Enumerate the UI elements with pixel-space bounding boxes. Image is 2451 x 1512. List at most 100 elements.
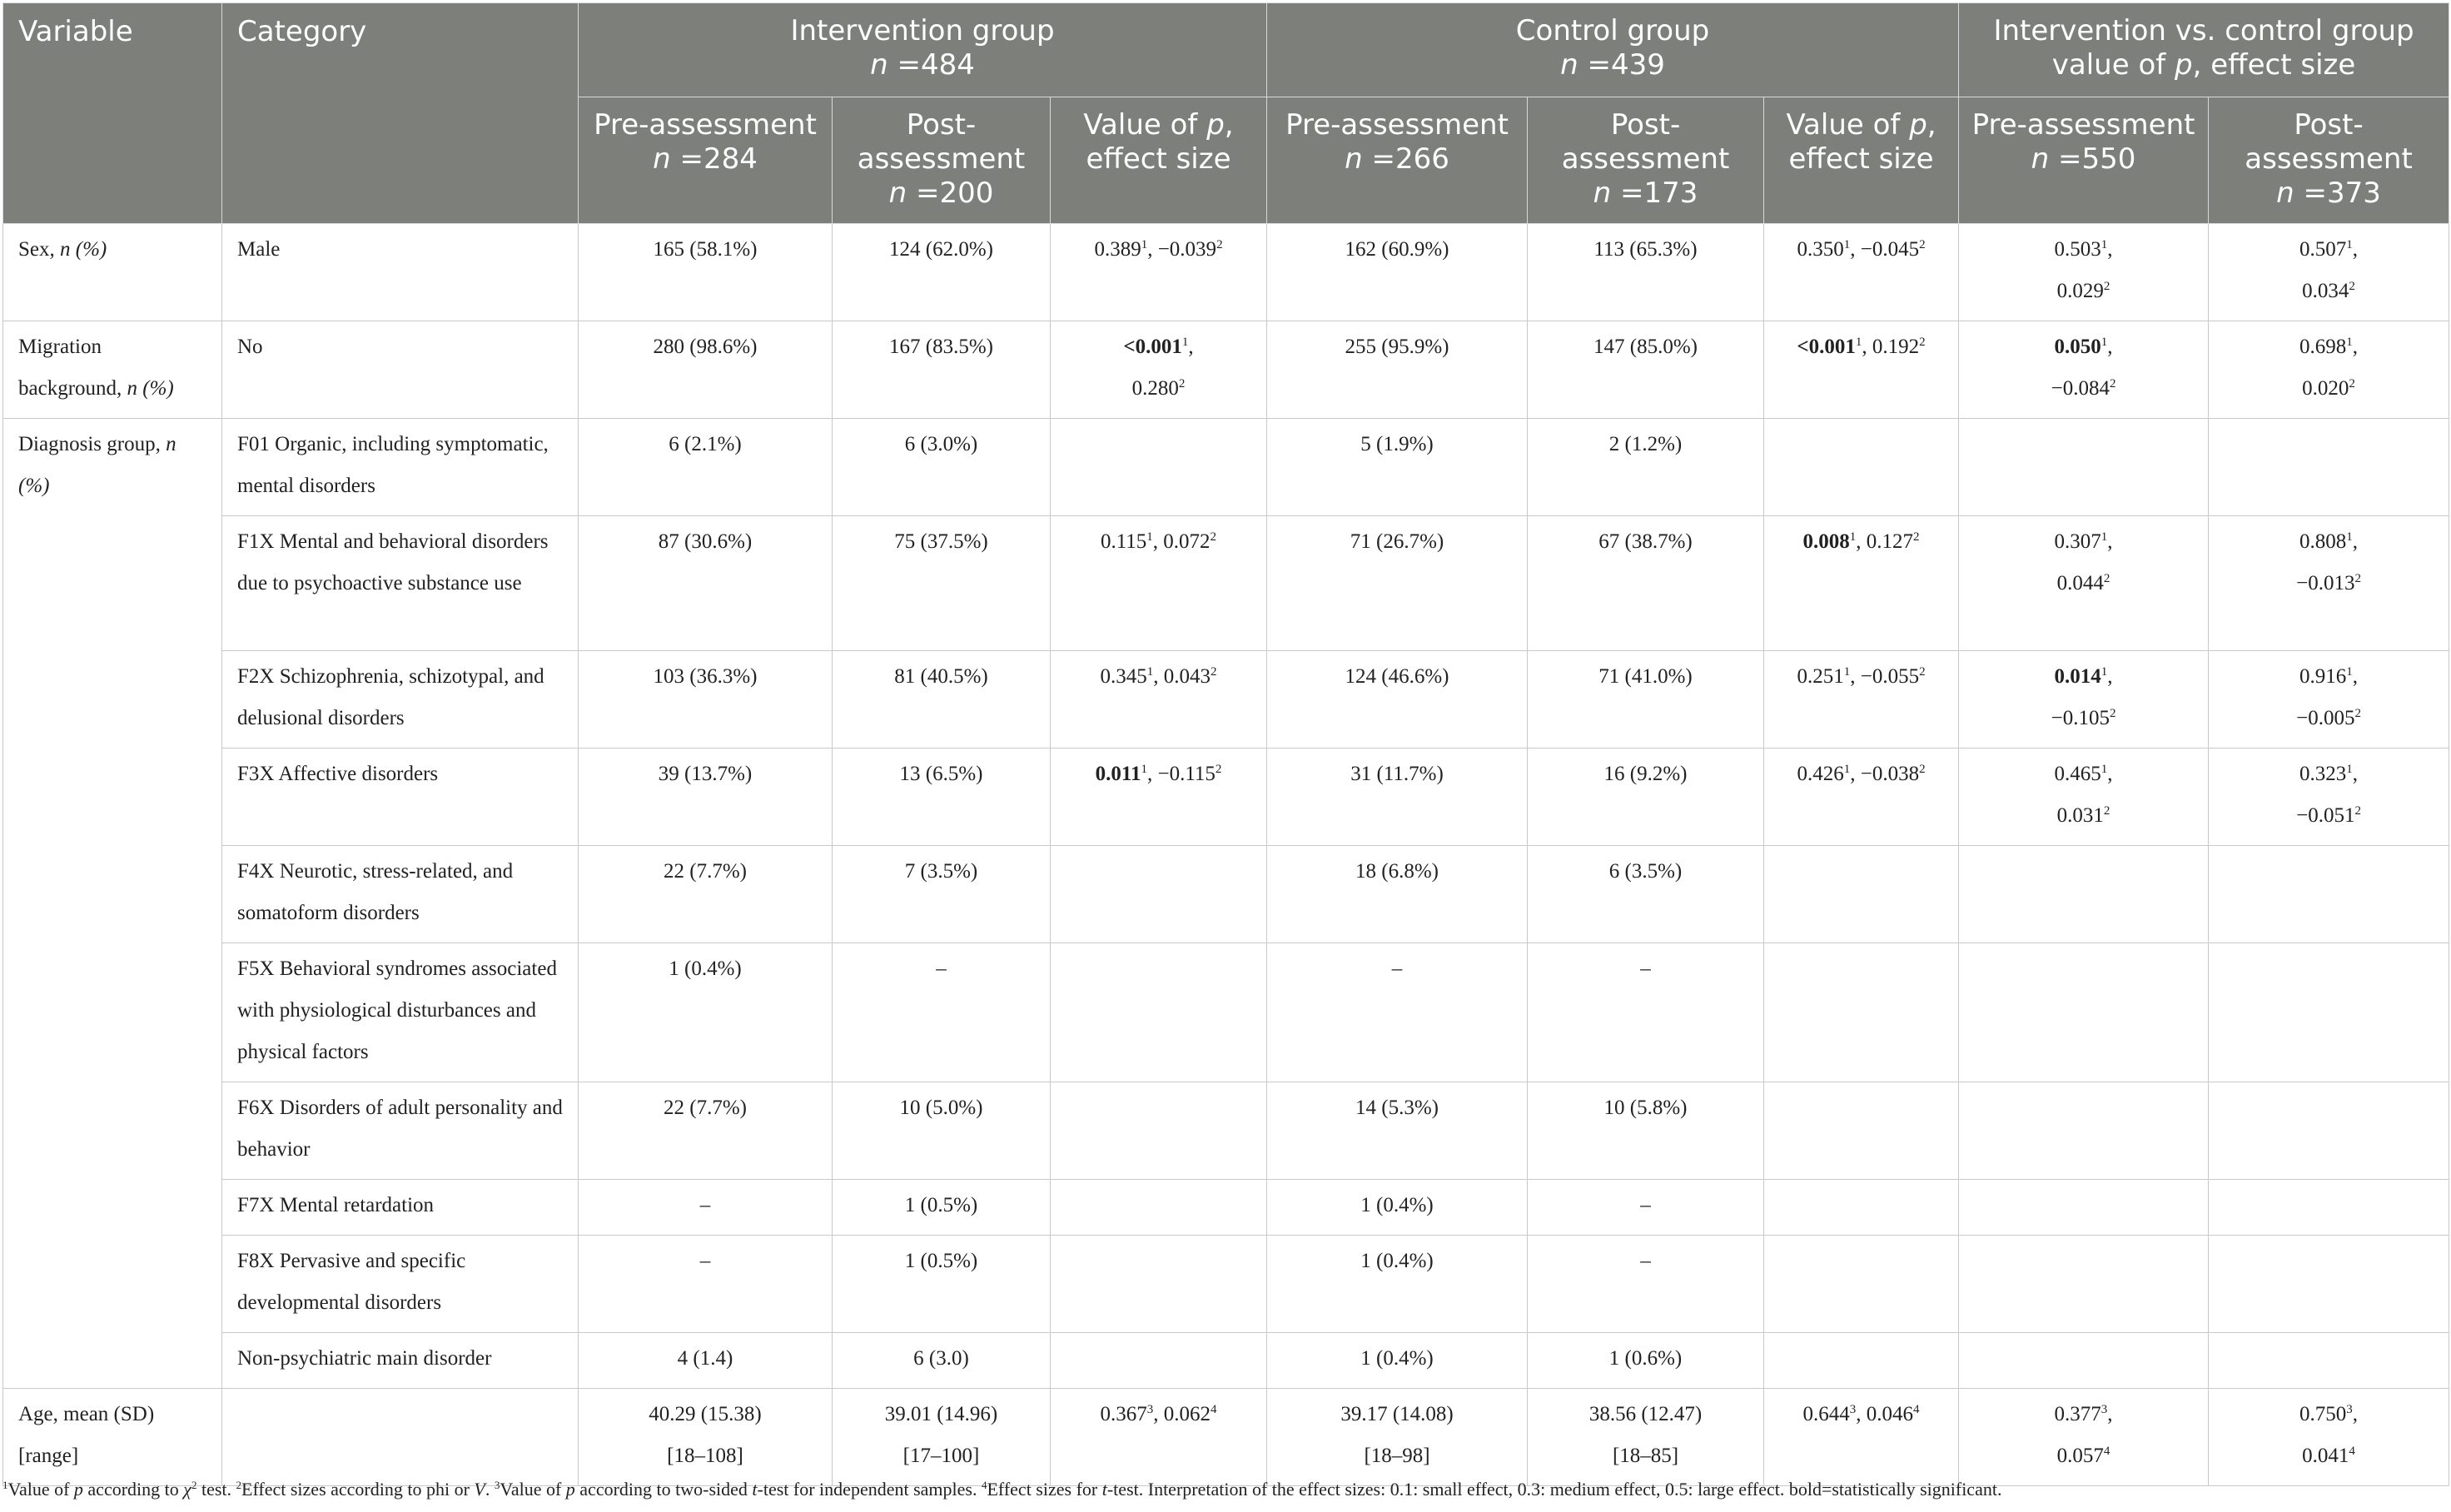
- ctl-pre-label: Pre-assessment: [1285, 108, 1509, 142]
- ctl-pre-cell: 71 (26.7%): [1266, 515, 1529, 651]
- int-pre-cell: 4 (1.4): [578, 1332, 833, 1389]
- cmp-pre-cell: [1958, 1332, 2210, 1389]
- variable-cell: Migration background, n (%): [2, 321, 222, 419]
- cmp-pre-cell: [1958, 1082, 2210, 1180]
- ctl-pre-cell: 1 (0.4%): [1266, 1179, 1529, 1236]
- category-cell: F8X Pervasive and specific developmental…: [221, 1235, 579, 1333]
- ctl-p-cell: 0.6443, 0.0464: [1763, 1388, 1960, 1486]
- ctl-post-cell: 67 (38.7%): [1527, 515, 1765, 651]
- int-post-cell: –: [832, 943, 1051, 1082]
- category-cell: F7X Mental retardation: [221, 1179, 579, 1236]
- ctl-pre-cell: 124 (46.6%): [1266, 650, 1529, 749]
- int-p-cell: 0.3891, −0.0392: [1049, 223, 1268, 321]
- ctl-post-cell: –: [1527, 943, 1765, 1082]
- intervention-group-n: n =484: [870, 48, 975, 82]
- int-p-cell: [1049, 1179, 1268, 1236]
- cmp-post-cell: [2208, 1235, 2450, 1333]
- table-row: F1X Mental and behavioral disorders due …: [3, 515, 2450, 651]
- int-p-cell: [1049, 1082, 1268, 1180]
- header-category: Category: [221, 2, 579, 224]
- ctl-p-cell: [1763, 845, 1960, 943]
- cmp-pre-cell: [1958, 1235, 2210, 1333]
- int-pre-cell: 103 (36.3%): [578, 650, 833, 749]
- int-p-cell: 0.0111, −0.1152: [1049, 748, 1268, 846]
- header-variable: Variable: [2, 2, 222, 224]
- cmp-pre-cell: 0.3071, 0.0442: [1958, 515, 2210, 651]
- header-int-pre: Pre-assessment n =284: [578, 97, 833, 224]
- category-cell: F01 Organic, including symptomatic, ment…: [221, 418, 579, 516]
- ctl-p-cell: 0.4261, −0.0382: [1763, 748, 1960, 846]
- table-row: F7X Mental retardation – 1 (0.5%) 1 (0.4…: [3, 1179, 2450, 1236]
- category-cell: F1X Mental and behavioral disorders due …: [221, 515, 579, 651]
- table-footnote: 1Value of p according to χ2 test. 2Effec…: [2, 1479, 2002, 1500]
- comparison-subtitle: value of p, effect size: [2051, 48, 2356, 82]
- int-post-cell: 7 (3.5%): [832, 845, 1051, 943]
- control-group-title: Control group: [1515, 14, 1710, 47]
- table-row: F3X Affective disorders 39 (13.7%) 13 (6…: [3, 748, 2450, 846]
- category-cell: Non-psychiatric main disorder: [221, 1332, 579, 1389]
- cmp-pre-cell: 0.0501, −0.0842: [1958, 321, 2210, 419]
- ctl-p-cell: [1763, 1082, 1960, 1180]
- int-pre-cell: –: [578, 1179, 833, 1236]
- cmp-pre-label: Pre-assessment: [1971, 108, 2195, 142]
- ctl-pre-cell: 18 (6.8%): [1266, 845, 1529, 943]
- ctl-pre-cell: 5 (1.9%): [1266, 418, 1529, 516]
- int-pre-cell: 87 (30.6%): [578, 515, 833, 651]
- table-row: F2X Schizophrenia, schizotypal, and delu…: [3, 650, 2450, 749]
- table-row: Age, mean (SD) [range] 40.29 (15.38) [18–…: [2, 1388, 2450, 1486]
- cmp-post-cell: [2208, 418, 2450, 516]
- header-row-top: Variable Category Intervention group n =…: [2, 2, 2450, 224]
- category-cell: F2X Schizophrenia, schizotypal, and delu…: [221, 650, 579, 749]
- header-int-post: Post-assessment n =200: [832, 97, 1051, 224]
- int-post-cell: 124 (62.0%): [832, 223, 1051, 321]
- ctl-post-cell: 6 (3.5%): [1527, 845, 1765, 943]
- int-pre-cell: 39 (13.7%): [578, 748, 833, 846]
- int-pre-n: n =284: [653, 142, 758, 176]
- ctl-p-cell: 0.2511, −0.0552: [1763, 650, 1960, 749]
- ctl-post-cell: 2 (1.2%): [1527, 418, 1765, 516]
- ctl-post-cell: 1 (0.6%): [1527, 1332, 1765, 1389]
- category-cell: F6X Disorders of adult personality and b…: [221, 1082, 579, 1180]
- header-int-pval: Value of p, effect size: [1049, 97, 1268, 224]
- header-intervention-group: Intervention group n =484: [577, 2, 1268, 97]
- header-comparison: Intervention vs. control group value of …: [1958, 2, 2450, 97]
- ctl-post-cell: 10 (5.8%): [1527, 1082, 1765, 1180]
- cmp-pre-cell: [1958, 845, 2210, 943]
- category-cell: F3X Affective disorders: [221, 748, 579, 846]
- cmp-post-label: Post-assessment: [2245, 108, 2413, 176]
- ctl-post-cell: 113 (65.3%): [1527, 223, 1765, 321]
- ctl-pre-cell: 1 (0.4%): [1266, 1235, 1529, 1333]
- category-cell: F5X Behavioral syndromes associated with…: [221, 943, 579, 1082]
- intervention-group-title: Intervention group: [790, 14, 1055, 47]
- int-pre-cell: –: [578, 1235, 833, 1333]
- variable-cell: Sex, n (%): [2, 223, 222, 321]
- header-ctl-pval: Value of p, effect size: [1763, 97, 1960, 224]
- int-pre-cell: 1 (0.4%): [578, 943, 833, 1082]
- ctl-pre-n: n =266: [1345, 142, 1449, 176]
- ctl-pre-cell: 1 (0.4%): [1266, 1332, 1529, 1389]
- int-p-cell: [1049, 418, 1268, 516]
- table-row: F5X Behavioral syndromes associated with…: [3, 943, 2450, 1082]
- cmp-post-cell: [2208, 1179, 2450, 1236]
- ctl-post-cell: –: [1527, 1235, 1765, 1333]
- int-p-cell: 0.3451, 0.0432: [1049, 650, 1268, 749]
- ctl-post-cell: 16 (9.2%): [1527, 748, 1765, 846]
- int-post-cell: 1 (0.5%): [832, 1179, 1051, 1236]
- ctl-pre-cell: 31 (11.7%): [1266, 748, 1529, 846]
- comparison-title: Intervention vs. control group: [1993, 14, 2414, 47]
- cmp-post-cell: 0.5071, 0.0342: [2208, 223, 2450, 321]
- cmp-post-n: n =373: [2276, 177, 2381, 210]
- ctl-p-cell: 0.0081, 0.1272: [1763, 515, 1960, 651]
- ctl-p-cell: [1763, 943, 1960, 1082]
- category-cell: F4X Neurotic, stress-related, and somato…: [221, 845, 579, 943]
- ctl-pre-cell: –: [1266, 943, 1529, 1082]
- table-row: Non-psychiatric main disorder 4 (1.4) 6 …: [3, 1332, 2450, 1389]
- cmp-post-cell: 0.9161, −0.0052: [2208, 650, 2450, 749]
- category-cell: Male: [221, 223, 579, 321]
- cmp-pre-cell: 0.5031, 0.0292: [1958, 223, 2210, 321]
- int-p-cell: [1049, 845, 1268, 943]
- int-p-cell: [1049, 943, 1268, 1082]
- ctl-p-cell: [1763, 1235, 1960, 1333]
- table-row: Sex, n (%) Male 165 (58.1%) 124 (62.0%) …: [2, 223, 2450, 321]
